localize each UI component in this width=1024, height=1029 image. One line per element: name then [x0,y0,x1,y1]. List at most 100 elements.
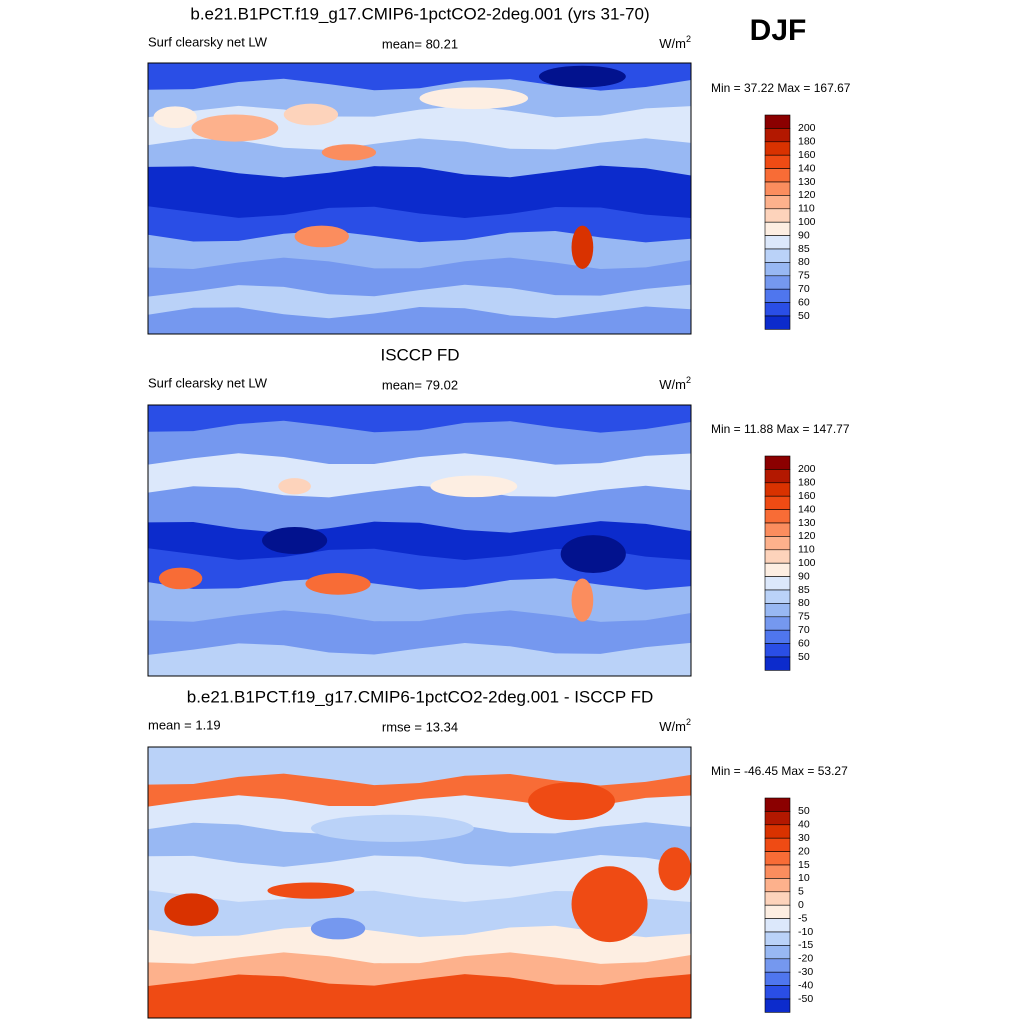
season-label: DJF [750,14,807,47]
colorbar-label: 130 [798,176,816,188]
map-frame [147,404,692,677]
colorbar-box [764,904,791,919]
colorbar-label: 5 [798,886,804,898]
colorbar-box [764,288,791,303]
colorbar-label: 90 [798,229,810,241]
colorbar-box [764,811,791,826]
colorbar-box [764,864,791,879]
colorbar-box [764,235,791,250]
colorbar-label: 180 [798,477,816,489]
map-region [538,65,626,88]
map-region [267,882,355,899]
colorbar-label: 50 [798,805,810,817]
colorbar-box [764,315,791,330]
left-label: mean = 1.19 [148,717,221,732]
map-region [528,782,615,821]
map-region [294,225,349,248]
map-region [571,866,648,943]
left-label: Surf clearsky net LW [148,34,268,49]
colorbar-label: 200 [798,463,816,475]
colorbar-box [764,154,791,169]
map-region [191,114,279,142]
map-band [148,822,691,869]
colorbar-box [764,536,791,551]
colorbar-label: -30 [798,966,813,978]
colorbar-box [764,589,791,604]
units: W/m2 [659,717,691,734]
colorbar-label: -10 [798,926,813,938]
colorbar-label: -50 [798,993,813,1005]
map-field [148,63,691,334]
colorbar-label: 75 [798,611,810,623]
colorbar-label: -15 [798,939,813,951]
colorbar-label: 80 [798,256,810,268]
map-band [148,165,691,221]
colorbar-box [764,128,791,143]
colorbar-label: 70 [798,624,810,636]
colorbar-label: 15 [798,859,810,871]
colorbar-box [764,522,791,537]
map-region [153,106,197,129]
map-region [560,535,626,574]
map-field [148,405,691,676]
colorbar-box [764,141,791,156]
map-band [148,642,691,676]
colorbar-box [764,971,791,986]
colorbar-box [764,918,791,933]
colorbar-label: -5 [798,912,807,924]
panel-title: b.e21.B1PCT.f19_g17.CMIP6-1pctCO2-2deg.0… [187,687,653,706]
colorbar-label: 120 [798,189,816,201]
map-region [430,475,518,498]
map-region [305,573,371,595]
colorbar-box [764,495,791,510]
colorbar-box [764,824,791,839]
colorbar-box [764,221,791,236]
colorbar-label: 90 [798,570,810,582]
colorbar-box [764,837,791,852]
map-region [164,893,219,926]
colorbar-box [764,549,791,564]
min-max: Min = 11.88 Max = 147.77 [711,422,850,436]
colorbar-box [764,643,791,658]
map [147,62,692,335]
map [147,746,692,1019]
colorbar-label: 100 [798,216,816,228]
colorbar-label: 60 [798,296,810,308]
colorbar-label: 30 [798,832,810,844]
min-max: Min = 37.22 Max = 167.67 [711,81,851,95]
colorbar-box [764,985,791,1000]
map-region [658,847,691,891]
units: W/m2 [659,375,691,392]
colorbar-label: 140 [798,503,816,515]
panel-title: ISCCP FD [380,345,459,364]
colorbar-label: 50 [798,651,810,663]
map-region [310,814,474,842]
colorbar-label: 60 [798,637,810,649]
colorbar-label: 120 [798,530,816,542]
map-band [148,78,691,120]
map-region [571,225,594,269]
colorbar-box [764,851,791,866]
units: W/m2 [659,34,691,51]
left-label: Surf clearsky net LW [148,375,268,390]
colorbar-box [764,576,791,591]
colorbar-box [764,248,791,263]
colorbar-label: 200 [798,122,816,134]
colorbar-box [764,878,791,893]
center-label: rmse = 13.34 [382,719,458,734]
map-band [148,105,691,153]
colorbar-label: -20 [798,953,813,965]
colorbar-label: 85 [798,584,810,596]
colorbar-box [764,797,791,812]
map-region [571,578,594,622]
map-region [278,478,311,495]
colorbar-box [764,629,791,644]
colorbar-box [764,181,791,196]
colorbar-box [764,482,791,497]
map-band [148,284,691,321]
colorbar-box [764,998,791,1013]
colorbar-box [764,891,791,906]
colorbar-box [764,114,791,129]
colorbar-box [764,302,791,317]
